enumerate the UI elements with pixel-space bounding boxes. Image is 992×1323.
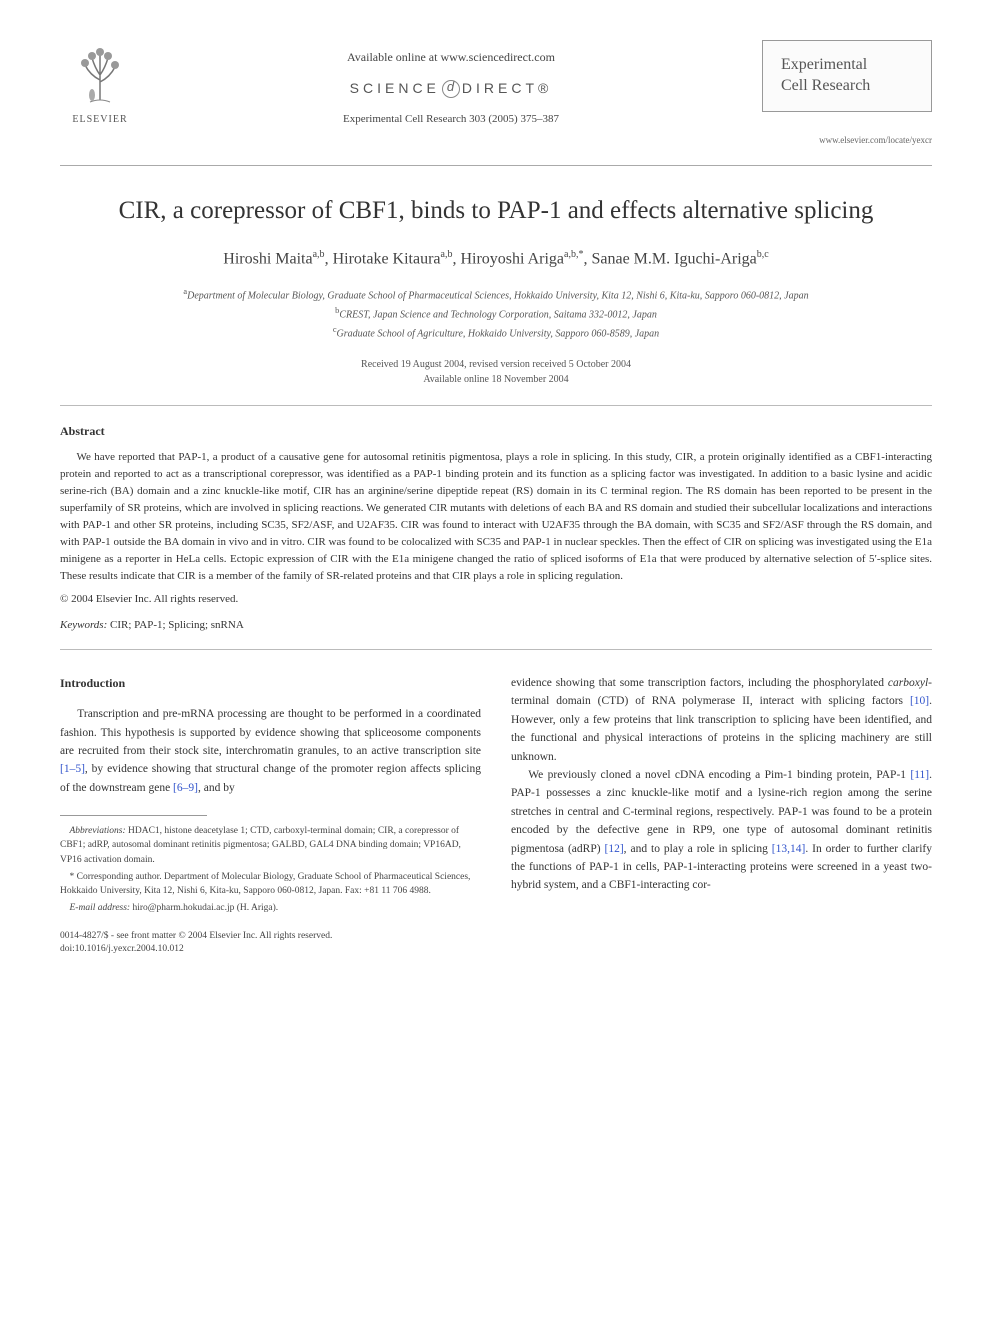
footer-copyright: 0014-4827/$ - see front matter © 2004 El… xyxy=(60,930,481,957)
journal-box-container: Experimental Cell Research www.elsevier.… xyxy=(762,40,932,145)
publisher-name: ELSEVIER xyxy=(72,114,127,125)
email-address: hiro@pharm.hokudai.ac.jp (H. Ariga). xyxy=(132,903,278,913)
keywords-label: Keywords: xyxy=(60,619,107,631)
ref-link-12[interactable]: [12] xyxy=(604,843,623,855)
affiliations: aDepartment of Molecular Biology, Gradua… xyxy=(60,285,932,343)
sd-word1: SCIENCE xyxy=(350,80,440,96)
journal-citation: Experimental Cell Research 303 (2005) 37… xyxy=(140,113,762,125)
ref-link-13-14[interactable]: [13,14] xyxy=(772,843,806,855)
intro-p1-seg2: , by evidence showing that structural ch… xyxy=(60,763,481,793)
abbreviations-footnote: Abbreviations: HDAC1, histone deacetylas… xyxy=(60,824,481,867)
pre-abstract-divider xyxy=(60,405,932,406)
footnote-divider xyxy=(60,815,207,816)
intro-para-1-right: evidence showing that some transcription… xyxy=(511,674,932,766)
intro-para-2: We previously cloned a novel cDNA encodi… xyxy=(511,766,932,895)
intro-p2-seg3: , and to play a role in splicing xyxy=(624,843,772,855)
affiliation-c: cGraduate School of Agriculture, Hokkaid… xyxy=(60,323,932,342)
journal-title-box: Experimental Cell Research xyxy=(762,40,932,112)
front-matter-line: 0014-4827/$ - see front matter © 2004 El… xyxy=(60,930,481,943)
keywords-line: Keywords: CIR; PAP-1; Splicing; snRNA xyxy=(60,619,932,631)
intro-p1-seg1: Transcription and pre-mRNA processing ar… xyxy=(60,708,481,757)
intro-p1-seg3: , and by xyxy=(198,782,235,794)
aff-b-text: CREST, Japan Science and Technology Corp… xyxy=(339,309,656,320)
email-label: E-mail address: xyxy=(70,903,131,913)
introduction-heading: Introduction xyxy=(60,674,481,693)
available-date: Available online 18 November 2004 xyxy=(60,372,932,387)
aff-a-text: Department of Molecular Biology, Graduat… xyxy=(187,290,808,301)
journal-name-line1: Experimental xyxy=(781,55,913,76)
abbrev-label: Abbreviations: xyxy=(70,826,126,836)
article-dates: Received 19 August 2004, revised version… xyxy=(60,357,932,387)
authors-line: Hiroshi Maitaa,b, Hirotake Kitauraa,b, H… xyxy=(60,249,932,268)
corresponding-author-footnote: * Corresponding author. Department of Mo… xyxy=(60,870,481,899)
received-date: Received 19 August 2004, revised version… xyxy=(60,357,932,372)
science-direct-logo: SCIENCE DIRECT® xyxy=(140,80,762,98)
journal-url: www.elsevier.com/locate/yexcr xyxy=(762,135,932,145)
header-divider xyxy=(60,165,932,166)
ref-link-1-5[interactable]: [1–5] xyxy=(60,763,85,775)
post-abstract-divider xyxy=(60,649,932,650)
journal-name-line2: Cell Research xyxy=(781,76,913,97)
footnotes-block: Abbreviations: HDAC1, histone deacetylas… xyxy=(60,824,481,916)
elsevier-tree-logo xyxy=(70,40,130,110)
keywords-text: CIR; PAP-1; Splicing; snRNA xyxy=(110,619,244,631)
body-columns: Introduction Transcription and pre-mRNA … xyxy=(60,674,932,956)
intro-p1r-seg1: evidence showing that some transcription… xyxy=(511,677,888,689)
sd-word2: DIRECT® xyxy=(462,80,552,96)
ref-link-10[interactable]: [10] xyxy=(910,695,929,707)
ref-link-6-9[interactable]: [6–9] xyxy=(173,782,198,794)
page-header: ELSEVIER Available online at www.science… xyxy=(60,40,932,145)
aff-c-text: Graduate School of Agriculture, Hokkaido… xyxy=(337,329,660,340)
right-column: evidence showing that some transcription… xyxy=(511,674,932,956)
abstract-copyright: © 2004 Elsevier Inc. All rights reserved… xyxy=(60,593,932,605)
publisher-block: ELSEVIER xyxy=(60,40,140,125)
affiliation-b: bCREST, Japan Science and Technology Cor… xyxy=(60,304,932,323)
abstract-body: We have reported that PAP-1, a product o… xyxy=(60,449,932,585)
ref-link-11[interactable]: [11] xyxy=(910,769,929,781)
carboxyl-italic: carboxyl xyxy=(888,677,928,689)
article-title: CIR, a corepressor of CBF1, binds to PAP… xyxy=(60,194,932,228)
abstract-heading: Abstract xyxy=(60,424,932,439)
available-online-text: Available online at www.sciencedirect.co… xyxy=(140,50,762,65)
sd-circle-icon xyxy=(442,80,460,98)
affiliation-a: aDepartment of Molecular Biology, Gradua… xyxy=(60,285,932,304)
intro-para-1-left: Transcription and pre-mRNA processing ar… xyxy=(60,705,481,797)
intro-p2-seg1: We previously cloned a novel cDNA encodi… xyxy=(528,769,910,781)
left-column: Introduction Transcription and pre-mRNA … xyxy=(60,674,481,956)
center-header: Available online at www.sciencedirect.co… xyxy=(140,40,762,125)
doi-line: doi:10.1016/j.yexcr.2004.10.012 xyxy=(60,943,481,956)
email-footnote: E-mail address: hiro@pharm.hokudai.ac.jp… xyxy=(60,901,481,915)
